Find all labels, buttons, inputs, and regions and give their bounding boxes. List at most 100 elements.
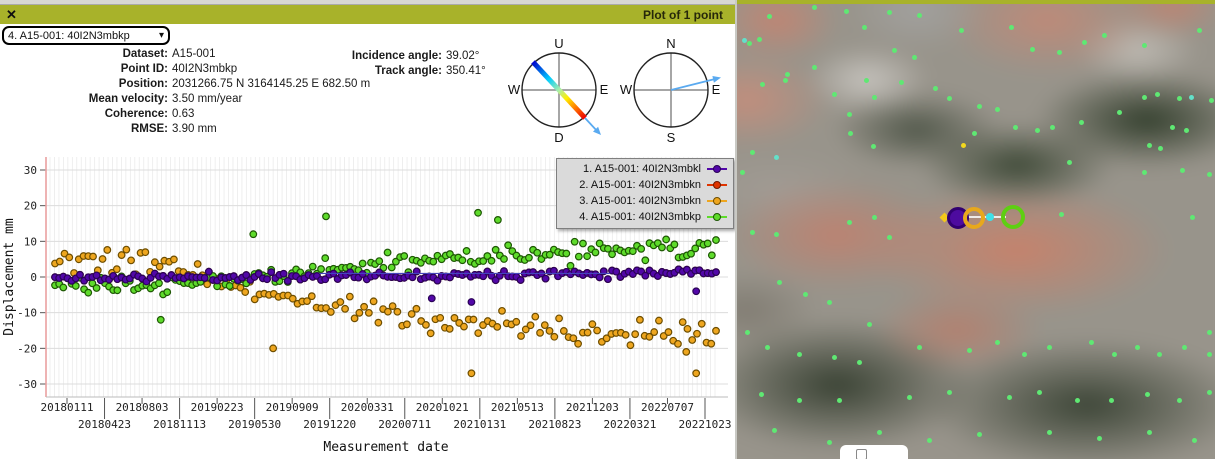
- ps-point-dot[interactable]: [1030, 47, 1035, 52]
- ps-point-dot[interactable]: [1147, 143, 1152, 148]
- ps-point-dot[interactable]: [947, 390, 952, 395]
- ps-point-dot[interactable]: [1180, 168, 1185, 173]
- ps-point-dot[interactable]: [871, 144, 876, 149]
- satellite-map-panel[interactable]: [737, 0, 1215, 459]
- ps-point-dot[interactable]: [857, 360, 862, 365]
- ps-point-dot[interactable]: [1182, 345, 1187, 350]
- ps-point-dot[interactable]: [1207, 390, 1212, 395]
- ps-point-dot[interactable]: [1067, 160, 1072, 165]
- ps-point-dot[interactable]: [961, 143, 966, 148]
- ps-point-dot[interactable]: [777, 280, 782, 285]
- ps-point-dot[interactable]: [1177, 96, 1182, 101]
- ps-point-dot[interactable]: [1112, 352, 1117, 357]
- ps-point-dot[interactable]: [774, 155, 779, 160]
- ps-point-dot[interactable]: [767, 14, 772, 19]
- ps-point-dot[interactable]: [832, 355, 837, 360]
- ps-point-dot[interactable]: [1050, 125, 1055, 130]
- ps-point-dot[interactable]: [774, 232, 779, 237]
- ps-point-dot[interactable]: [862, 25, 867, 30]
- ps-point-dot[interactable]: [1177, 398, 1182, 403]
- ps-point-dot[interactable]: [750, 230, 755, 235]
- ps-point-dot[interactable]: [867, 322, 872, 327]
- ps-point-dot[interactable]: [1102, 33, 1107, 38]
- ps-point-dot[interactable]: [887, 10, 892, 15]
- ps-point-dot[interactable]: [812, 5, 817, 10]
- ps-point-dot[interactable]: [972, 131, 977, 136]
- ps-point-dot[interactable]: [1209, 98, 1214, 103]
- ps-point-dot[interactable]: [1142, 43, 1147, 48]
- ps-point-dot[interactable]: [1189, 95, 1194, 100]
- ps-point-dot[interactable]: [917, 13, 922, 18]
- ps-point-dot[interactable]: [745, 330, 750, 335]
- ps-point-dot[interactable]: [1145, 392, 1150, 397]
- selected-point-green-ring[interactable]: [1001, 205, 1025, 229]
- ps-point-dot[interactable]: [832, 92, 837, 97]
- ps-point-dot[interactable]: [1022, 352, 1027, 357]
- ps-point-dot[interactable]: [1135, 345, 1140, 350]
- ps-point-dot[interactable]: [947, 96, 952, 101]
- ps-point-dot[interactable]: [872, 215, 877, 220]
- ps-point-dot[interactable]: [1082, 40, 1087, 45]
- ps-point-dot[interactable]: [757, 37, 762, 42]
- ps-point-dot[interactable]: [995, 107, 1000, 112]
- ps-point-dot[interactable]: [783, 78, 788, 83]
- ps-point-dot[interactable]: [1197, 28, 1202, 33]
- ps-point-dot[interactable]: [1192, 438, 1197, 443]
- ps-point-dot[interactable]: [803, 292, 808, 297]
- ps-point-dot[interactable]: [1007, 395, 1012, 400]
- ps-point-dot[interactable]: [848, 131, 853, 136]
- ps-point-dot[interactable]: [1170, 125, 1175, 130]
- ps-point-dot[interactable]: [742, 38, 747, 43]
- ps-point-dot[interactable]: [977, 104, 982, 109]
- ps-point-dot[interactable]: [1184, 128, 1189, 133]
- ps-point-dot[interactable]: [844, 9, 849, 14]
- ps-point-dot[interactable]: [1059, 212, 1064, 217]
- ps-point-dot[interactable]: [750, 150, 755, 155]
- ps-point-dot[interactable]: [759, 392, 764, 397]
- ps-point-dot[interactable]: [933, 86, 938, 91]
- ps-point-dot[interactable]: [1089, 340, 1094, 345]
- ps-point-dot[interactable]: [864, 78, 869, 83]
- point-selector-dropdown[interactable]: 4. A15-001: 40I2N3mbkp ▾: [2, 26, 170, 45]
- ps-point-dot[interactable]: [747, 41, 752, 46]
- ps-point-dot[interactable]: [1142, 95, 1147, 100]
- ps-point-dot[interactable]: [765, 345, 770, 350]
- ps-point-dot[interactable]: [927, 438, 932, 443]
- ps-point-dot[interactable]: [899, 80, 904, 85]
- ps-point-dot[interactable]: [1157, 352, 1162, 357]
- ps-point-dot[interactable]: [812, 65, 817, 70]
- ps-point-dot[interactable]: [847, 112, 852, 117]
- ps-point-dot[interactable]: [1079, 120, 1084, 125]
- ps-point-dot[interactable]: [1047, 430, 1052, 435]
- ps-point-dot[interactable]: [740, 170, 745, 175]
- ps-point-dot[interactable]: [1147, 430, 1152, 435]
- ps-point-dot[interactable]: [967, 348, 972, 353]
- ps-point-dot[interactable]: [892, 48, 897, 53]
- ps-point-dot[interactable]: [877, 430, 882, 435]
- ps-point-dot[interactable]: [887, 235, 892, 240]
- ps-point-dot[interactable]: [907, 395, 912, 400]
- ps-point-dot[interactable]: [977, 432, 982, 437]
- ps-point-dot[interactable]: [1109, 398, 1114, 403]
- ps-point-dot[interactable]: [785, 72, 790, 77]
- ps-point-dot[interactable]: [1075, 398, 1080, 403]
- close-icon[interactable]: ✕: [6, 7, 17, 22]
- ps-point-dot[interactable]: [847, 220, 852, 225]
- ps-point-dot[interactable]: [772, 428, 777, 433]
- ps-point-dot[interactable]: [797, 352, 802, 357]
- ps-point-dot[interactable]: [1057, 50, 1062, 55]
- ps-point-dot[interactable]: [1097, 436, 1102, 441]
- ps-point-dot[interactable]: [1207, 352, 1212, 357]
- ps-point-dot[interactable]: [1035, 128, 1040, 133]
- selected-point-orange-ring[interactable]: [963, 207, 985, 229]
- ps-point-dot[interactable]: [837, 398, 842, 403]
- ps-point-dot[interactable]: [1207, 172, 1212, 177]
- ps-point-dot[interactable]: [1037, 390, 1042, 395]
- ps-point-dot[interactable]: [1158, 146, 1163, 151]
- ps-point-dot[interactable]: [959, 28, 964, 33]
- ps-point-dot[interactable]: [827, 300, 832, 305]
- cyan-point-marker[interactable]: [986, 213, 994, 221]
- ps-point-dot[interactable]: [1207, 330, 1212, 335]
- map-footer-checkbox[interactable]: [856, 449, 867, 459]
- ps-point-dot[interactable]: [1155, 92, 1160, 97]
